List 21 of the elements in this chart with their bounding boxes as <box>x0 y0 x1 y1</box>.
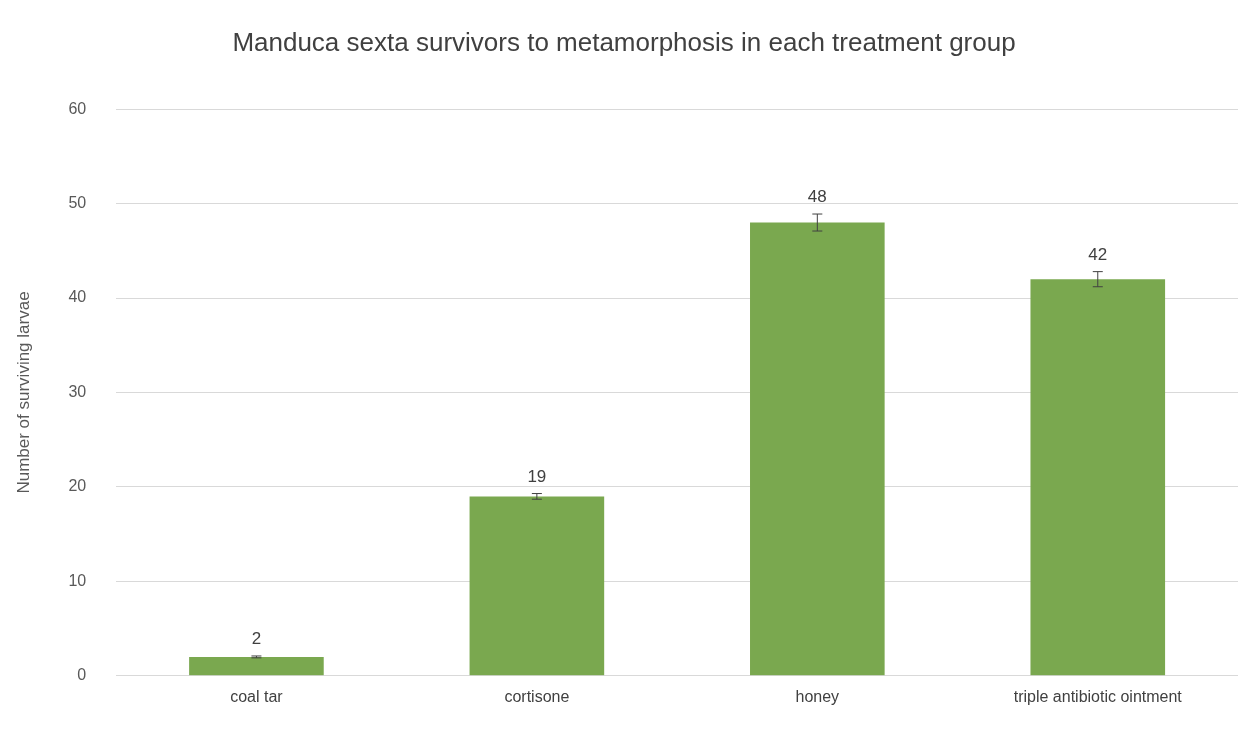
bar <box>189 656 324 676</box>
y-tick-label: 10 <box>68 571 87 589</box>
y-tick-label: 50 <box>68 194 87 212</box>
data-label: 42 <box>1088 244 1108 264</box>
bar <box>1030 279 1166 676</box>
bar <box>750 222 885 676</box>
x-tick-label: triple antibiotic ointment <box>1013 687 1183 705</box>
y-tick-label: 40 <box>68 288 87 306</box>
x-tick-label: coal tar <box>230 687 284 705</box>
y-tick-label: 60 <box>68 99 87 117</box>
x-tick-label: honey <box>795 687 840 705</box>
data-label: 48 <box>807 187 827 207</box>
x-tick-label: cortisone <box>504 687 570 705</box>
bar <box>469 496 605 676</box>
data-label: 2 <box>251 629 262 649</box>
y-tick-label: 0 <box>77 666 87 684</box>
chart-title: Manduca sexta survivors to metamorphosis in each treatment group <box>232 26 1016 57</box>
y-axis-title: Number of surviving larvae <box>13 291 33 494</box>
y-tick-label: 20 <box>68 477 87 495</box>
y-tick-label: 30 <box>68 382 87 400</box>
data-label: 19 <box>527 466 547 486</box>
